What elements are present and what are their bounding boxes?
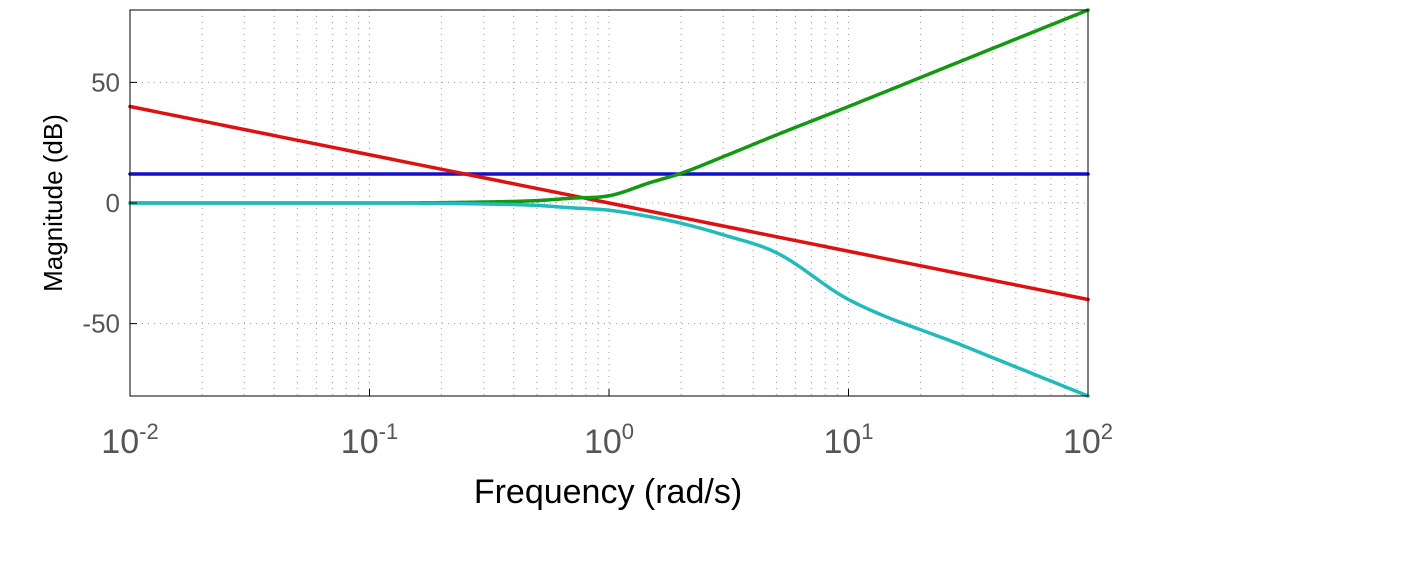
x-tick-label: 10-2 (101, 419, 158, 461)
x-tick-label: 102 (1063, 419, 1113, 461)
series-line-4 (128, 201, 1090, 398)
x-tick-label: 101 (823, 419, 873, 461)
series-line-3 (128, 8, 1090, 205)
x-axis-label: Frequency (rad/s) (474, 473, 742, 511)
y-tick-label: 0 (106, 188, 120, 218)
series-group (128, 8, 1090, 398)
axis-ticks: 10-2 10-1 100 101 102 50 0 -50 (82, 67, 1113, 461)
x-tick-label: 10-1 (341, 419, 398, 461)
x-tick-label: 100 (584, 419, 634, 461)
series-line-2 (128, 104, 1090, 302)
y-tick-label: -50 (82, 309, 120, 339)
y-tick-label: 50 (91, 67, 120, 97)
y-axis-label: Magnitude (dB) (38, 114, 68, 292)
